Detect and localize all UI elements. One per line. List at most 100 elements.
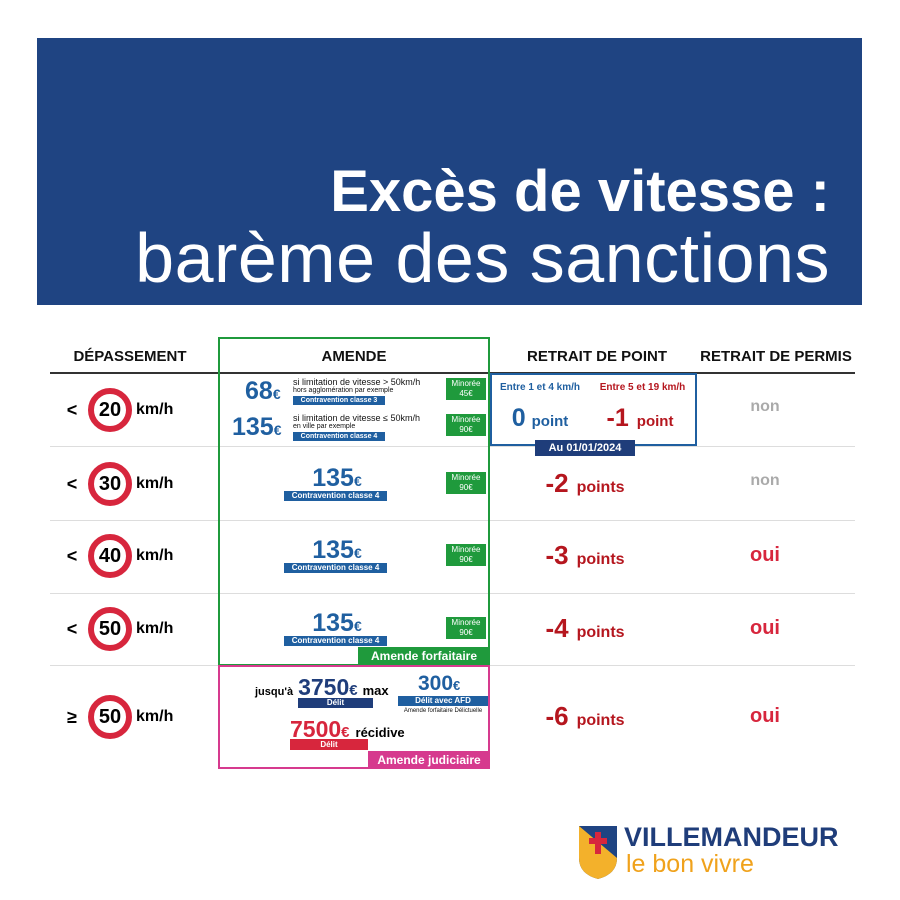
text: point <box>636 413 674 430</box>
fine-amount: 135 € <box>312 536 362 565</box>
speed-unit: km/h <box>136 547 174 564</box>
speed-unit: km/h <box>136 401 174 418</box>
row-rule <box>50 446 855 447</box>
text: 135 <box>232 413 274 441</box>
text: -6 <box>545 701 569 731</box>
text: 3750 <box>298 674 350 700</box>
speed-sign: 30 <box>88 462 132 506</box>
text: 68 <box>245 377 273 405</box>
text: max <box>362 683 389 698</box>
class-label: Contravention classe 4 <box>284 636 387 646</box>
judiciaire-box <box>218 665 490 769</box>
fine-amount: jusqu'à 3750 € max <box>255 674 389 701</box>
text: € <box>341 724 350 741</box>
minoree-amount: 90€ <box>459 425 473 434</box>
class-label: Contravention classe 4 <box>293 432 385 441</box>
speed-unit: km/h <box>136 708 174 725</box>
speed-value: 40 <box>98 544 122 567</box>
minoree-amount: 90€ <box>459 628 473 637</box>
permis-value: non <box>750 472 780 489</box>
speed-sign: 50 <box>88 607 132 651</box>
class-label: Contravention classe 4 <box>284 491 387 501</box>
banner <box>37 38 862 305</box>
text: € <box>353 473 362 489</box>
speed-value: 20 <box>98 398 122 421</box>
text: 135 <box>312 464 354 492</box>
date-tab: Au 01/01/2024 <box>535 440 635 456</box>
minoree-amount: 45€ <box>459 389 473 398</box>
text: 0 <box>511 404 526 432</box>
text: point <box>531 413 569 430</box>
text: 300 <box>418 672 454 695</box>
permis-value: oui <box>750 617 780 639</box>
minoree-label: Minorée <box>451 473 481 482</box>
fine-amount: 135 € <box>232 413 282 442</box>
minoree-box <box>446 378 486 400</box>
points-range: Entre 1 et 4 km/h <box>499 382 581 393</box>
text: jusqu'à <box>255 686 294 698</box>
fine-amount: 135 € <box>312 464 362 493</box>
text: € <box>273 422 282 438</box>
fine-amount: 68 € <box>245 377 281 406</box>
text: -4 <box>545 613 569 643</box>
delit-label: Délit <box>298 698 373 708</box>
header-rule <box>50 372 855 374</box>
permis-value: oui <box>750 705 780 727</box>
fine-amount: 300 € <box>418 672 460 696</box>
text: récidive <box>355 725 405 740</box>
text: € <box>272 386 281 402</box>
class-label: Contravention classe 3 <box>293 396 385 405</box>
text: € <box>453 678 461 693</box>
speed-value: 50 <box>98 617 122 640</box>
minoree-box <box>446 472 486 494</box>
text: points <box>576 624 625 641</box>
fine-note: en ville par exemple <box>293 423 356 430</box>
points-value: 0 point <box>512 404 569 433</box>
text: 135 <box>312 609 354 637</box>
permis-value: oui <box>750 544 780 566</box>
speed-sign: 20 <box>88 388 132 432</box>
minoree-box <box>446 544 486 566</box>
speed-prefix: < <box>66 400 78 420</box>
minoree-box <box>446 617 486 639</box>
afd-note: Amende forfaitaire Délictuelle <box>403 708 483 714</box>
minoree-label: Minorée <box>451 545 481 554</box>
column-header: RETRAIT DE PERMIS <box>700 348 852 365</box>
speed-unit: km/h <box>136 620 174 637</box>
text: € <box>353 545 362 561</box>
brand: VILLEMANDEUR <box>624 822 839 852</box>
row-rule <box>50 593 855 594</box>
minoree-amount: 90€ <box>459 483 473 492</box>
column-header: DÉPASSEMENT <box>73 348 187 365</box>
minoree-amount: 90€ <box>459 555 473 564</box>
slogan: le bon vivre <box>626 850 754 878</box>
fine-note: hors agglomération par exemple <box>293 387 394 394</box>
speed-sign: 40 <box>88 534 132 578</box>
speed-value: 50 <box>98 705 122 728</box>
points-value: -6 points <box>545 701 624 732</box>
speed-prefix: < <box>66 546 78 566</box>
fine-desc: si limitation de vitesse > 50km/h <box>293 377 421 387</box>
judiciaire-label: Amende judiciaire <box>368 751 490 769</box>
fine-amount: 7500 € récidive <box>290 716 405 743</box>
column-header: AMENDE <box>321 348 387 365</box>
text: 135 <box>312 536 354 564</box>
text: points <box>576 551 625 568</box>
speed-sign: 50 <box>88 695 132 739</box>
points-value: -2 points <box>545 468 624 499</box>
logo-shield <box>579 826 617 879</box>
text: -3 <box>545 540 569 570</box>
title: Excès de vitesse : <box>330 159 830 224</box>
text: € <box>349 682 358 699</box>
row-rule <box>50 520 855 521</box>
points-value: -4 points <box>545 613 624 644</box>
text: € <box>353 618 362 634</box>
fine-desc: si limitation de vitesse ≤ 50km/h <box>293 413 420 423</box>
text: points <box>576 712 625 729</box>
text: -1 <box>606 404 629 432</box>
speed-unit: km/h <box>136 475 174 492</box>
text: -2 <box>545 468 569 498</box>
subtitle: barème des sanctions <box>135 219 830 297</box>
minoree-box <box>446 414 486 436</box>
